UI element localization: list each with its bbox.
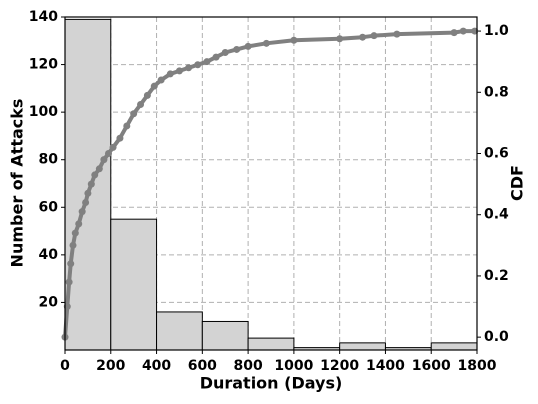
cdf-point <box>95 165 103 173</box>
cdf-point <box>123 122 131 130</box>
y2-tick-label: 0.0 <box>484 329 509 345</box>
cdf-point <box>116 134 124 142</box>
x-tick-label: 400 <box>142 358 171 374</box>
cdf-point <box>82 198 90 206</box>
y2-tick-label: 0.4 <box>484 207 509 223</box>
cdf-point <box>194 61 202 69</box>
cdf-point <box>143 91 151 99</box>
y-tick-label: 40 <box>39 247 59 263</box>
cdf-point <box>450 29 458 37</box>
cdf-point <box>130 110 138 118</box>
cdf-point <box>370 32 378 40</box>
y2-axis-label: CDF <box>508 165 527 201</box>
cdf-point <box>71 229 79 237</box>
cdf-point <box>69 241 77 249</box>
cdf-point <box>212 53 220 61</box>
bar <box>339 342 386 351</box>
cdf-point <box>78 208 86 216</box>
bar <box>110 218 158 351</box>
cdf-point <box>166 70 174 78</box>
cdf-point <box>157 76 165 84</box>
y-tick-label: 100 <box>29 104 58 120</box>
cdf-point <box>244 42 252 50</box>
cdf-point <box>137 101 145 109</box>
cdf-point <box>65 278 73 286</box>
cdf-point <box>175 67 183 75</box>
cdf-point <box>221 49 229 57</box>
y2-tick-label: 0.6 <box>484 146 509 162</box>
x-tick-label: 1600 <box>412 358 451 374</box>
cdf-point <box>91 171 99 179</box>
x-tick-label: 1800 <box>458 358 497 374</box>
y-tick-label: 60 <box>39 199 59 215</box>
y-axis-label: Number of Attacks <box>8 99 27 268</box>
y-tick-label: 120 <box>29 57 58 73</box>
y2-tick-label: 0.2 <box>484 268 509 284</box>
y-tick-label: 20 <box>39 294 59 310</box>
y-tick-label: 140 <box>29 9 58 25</box>
bar <box>430 342 478 351</box>
plot-frame <box>64 16 478 351</box>
cdf-point <box>203 58 211 66</box>
cdf-point <box>233 45 241 53</box>
cdf-point <box>290 36 298 44</box>
cdf-point <box>67 260 75 268</box>
cdf-point <box>75 220 83 228</box>
y-tick-label: 80 <box>39 152 59 168</box>
y2-tick-label: 0.8 <box>484 84 509 100</box>
bar <box>201 320 249 351</box>
cdf-point <box>104 150 112 158</box>
cdf-point <box>336 35 344 43</box>
x-tick-label: 1200 <box>320 358 359 374</box>
cdf-point <box>185 64 193 72</box>
bar <box>247 337 295 351</box>
bar <box>156 311 203 351</box>
x-tick-label: 0 <box>60 358 70 374</box>
cdf-point <box>87 180 95 188</box>
y2-tick-label: 1.0 <box>484 23 509 39</box>
cdf-point <box>393 30 401 38</box>
cdf-point <box>109 143 117 151</box>
x-tick-label: 800 <box>233 358 262 374</box>
x-tick-label: 1400 <box>366 358 405 374</box>
cdf-point <box>359 33 367 41</box>
x-tick-label: 200 <box>96 358 125 374</box>
cdf-point <box>100 156 108 164</box>
x-axis-label: Duration (Days) <box>200 374 343 393</box>
cdf-point <box>262 39 270 47</box>
x-tick-label: 600 <box>188 358 217 374</box>
x-tick-label: 1000 <box>274 358 313 374</box>
cdf-point <box>84 189 92 197</box>
cdf-point <box>150 82 158 90</box>
cdf-point <box>459 27 467 35</box>
